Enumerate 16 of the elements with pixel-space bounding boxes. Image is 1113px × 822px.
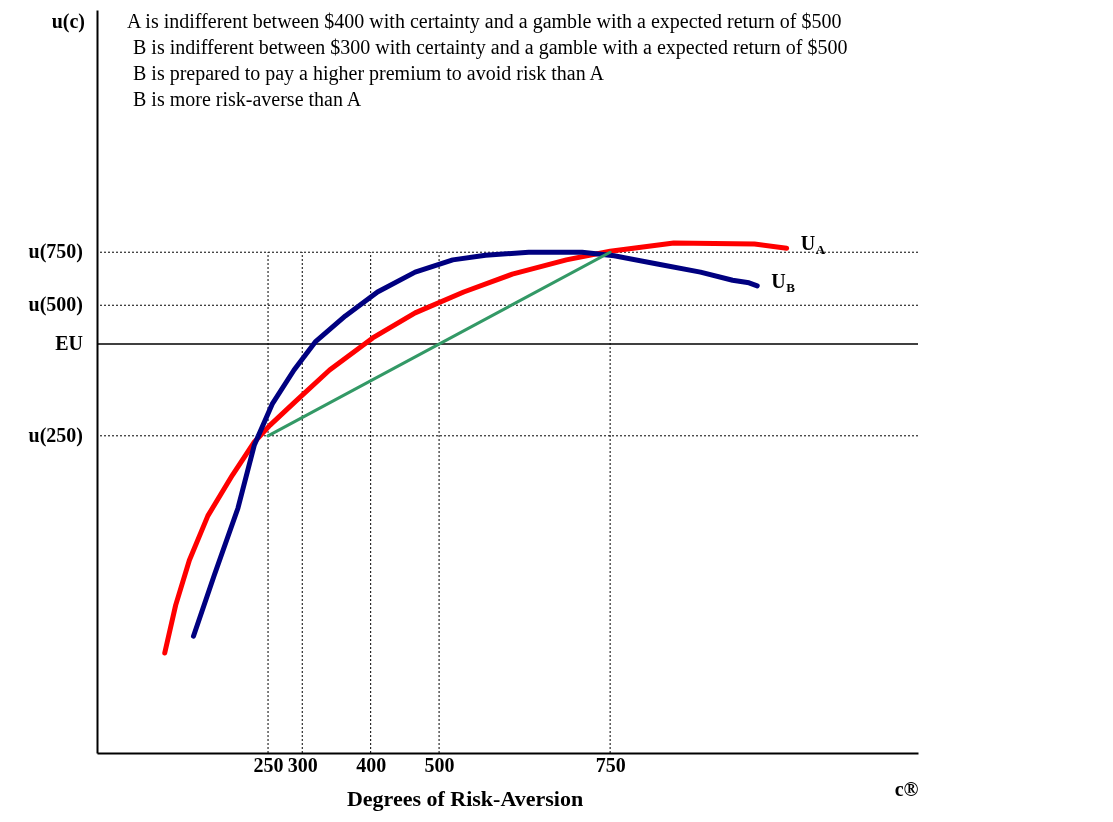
text: Degrees of Risk-Aversion	[346, 786, 584, 811]
ref-line-label: EU	[55, 332, 83, 355]
x-tick-label: 750	[595, 753, 626, 776]
text: A is indifferent between $400 with certainty and a gamble with a expected return of $500	[127, 10, 842, 33]
x-tick-label: 250	[253, 753, 284, 776]
x-tick-label: 400	[356, 753, 387, 776]
text: B is indifferent between $300 with certainty and a gamble with a expected return of $500	[133, 36, 848, 59]
x-tick-label: 500	[424, 753, 455, 776]
x-tick-label: 300	[287, 753, 318, 776]
text: B is more risk-averse than A	[133, 88, 362, 110]
text: u(c)	[51, 10, 85, 33]
ref-line-label: u(750)	[28, 240, 83, 264]
x-axis-title: c®	[894, 777, 919, 800]
text: B is prepared to pay a higher premium to avoid risk than A	[133, 62, 605, 85]
ref-line-label: u(500)	[28, 293, 83, 317]
ref-line-label: u(250)	[28, 423, 83, 447]
